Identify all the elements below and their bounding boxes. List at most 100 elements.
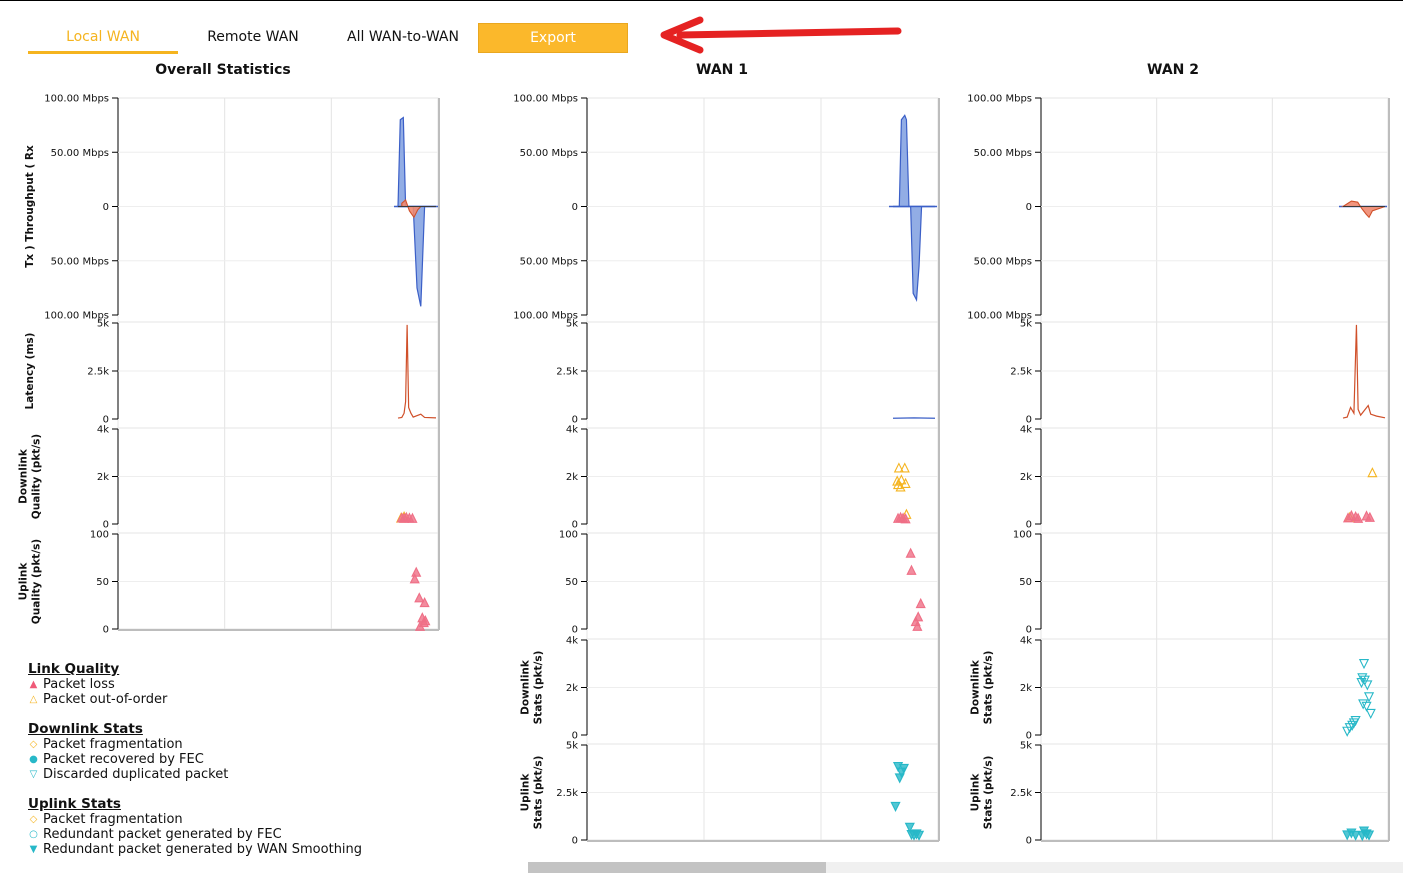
tick-label: 5k bbox=[566, 741, 578, 752]
legend-label: Packet recovered by FEC bbox=[43, 752, 204, 767]
discarded-duplicate-marker bbox=[1358, 699, 1369, 710]
tick-label: 50 bbox=[1019, 577, 1032, 588]
tick-label: 100 bbox=[1013, 530, 1032, 541]
tick-label: 5k bbox=[97, 319, 109, 330]
discarded-duplicate-marker bbox=[1358, 658, 1370, 670]
tick-label: 2k bbox=[1020, 472, 1032, 483]
throughput-wan2-area bbox=[1341, 200, 1386, 219]
horizontal-scrollbar[interactable] bbox=[528, 862, 1403, 873]
legend-label: Packet fragmentation bbox=[43, 812, 183, 827]
packet-loss-marker bbox=[420, 615, 431, 626]
tick-label: 4k bbox=[566, 425, 578, 436]
tick-label: 0 bbox=[103, 202, 109, 213]
legend-label: Discarded duplicated packet bbox=[43, 767, 229, 782]
packet-loss-marker bbox=[407, 512, 418, 523]
legend-group-downlink-stats: Downlink Stats ◇ Packet fragmentation ● Pa… bbox=[28, 721, 362, 783]
out-of-order-marker bbox=[892, 478, 904, 490]
export-button[interactable]: Export bbox=[478, 23, 628, 53]
tab-remote-wan[interactable]: Remote WAN bbox=[207, 29, 299, 45]
discarded-duplicate-marker bbox=[1365, 708, 1376, 720]
packet-loss-marker bbox=[906, 564, 917, 575]
legend-item: ● Packet recovered by FEC bbox=[28, 752, 362, 767]
legend-item: ◇ Packet fragmentation bbox=[28, 737, 362, 752]
tick-label: 2k bbox=[97, 472, 109, 483]
triangle-filled-icon: ▲ bbox=[29, 679, 38, 690]
diamond-outline-icon: ◇ bbox=[29, 814, 38, 825]
tick-label: 0 bbox=[103, 625, 109, 636]
axis-title: Downlink bbox=[520, 659, 532, 715]
legend-group-link-quality: Link Quality ▲ Packet loss △ Packet out-of… bbox=[28, 661, 362, 708]
column-title-wan1: WAN 1 bbox=[696, 62, 748, 78]
top-border bbox=[0, 0, 1403, 1]
legend-title: Uplink Stats bbox=[28, 796, 121, 812]
redundant-smoothing-marker bbox=[913, 830, 925, 841]
tick-label: 100 bbox=[559, 530, 578, 541]
scrollbar-thumb[interactable] bbox=[528, 862, 826, 873]
legend-title: Link Quality bbox=[28, 661, 120, 677]
tick-label: 0 bbox=[572, 202, 578, 213]
legend-label: Redundant packet generated by WAN Smooth… bbox=[43, 842, 363, 857]
legend-item: ▲ Packet loss bbox=[28, 677, 362, 692]
tick-label: 4k bbox=[566, 636, 578, 647]
tick-label: 2k bbox=[566, 683, 578, 694]
axis-title: Quality (pkt/s) bbox=[31, 434, 43, 519]
tick-label: 100.00 Mbps bbox=[967, 311, 1032, 322]
axis-title: Latency (ms) bbox=[24, 333, 36, 410]
tick-label: 100 bbox=[90, 530, 109, 541]
tick-label: 2.5k bbox=[556, 367, 578, 378]
redundant-smoothing-marker bbox=[1357, 831, 1368, 842]
axis-title: Stats (pkt/s) bbox=[533, 756, 545, 830]
plot-area bbox=[586, 97, 939, 841]
axis-title: Downlink bbox=[18, 448, 30, 504]
redundant-smoothing-marker bbox=[1350, 830, 1361, 841]
tick-label: 0 bbox=[572, 836, 578, 847]
legend-label: Packet fragmentation bbox=[43, 737, 183, 752]
redundant-smoothing-marker bbox=[1363, 830, 1375, 841]
discarded-duplicate-marker bbox=[1348, 718, 1360, 729]
tick-label: 0 bbox=[572, 731, 578, 742]
axis-title: Stats (pkt/s) bbox=[983, 756, 995, 830]
tick-label: 4k bbox=[1020, 425, 1032, 436]
tick-label: 50.00 Mbps bbox=[520, 256, 578, 267]
tick-label: 2.5k bbox=[556, 788, 578, 799]
out-of-order-marker bbox=[1367, 467, 1378, 478]
legend-title: Downlink Stats bbox=[28, 721, 143, 737]
triangle-down-outline-icon: ▽ bbox=[29, 769, 38, 780]
discarded-duplicate-marker bbox=[1361, 701, 1372, 712]
axis-title: Stats (pkt/s) bbox=[983, 651, 995, 725]
redundant-smoothing-marker bbox=[890, 801, 901, 813]
tick-label: 50 bbox=[565, 577, 578, 588]
tick-label: 50.00 Mbps bbox=[974, 256, 1032, 267]
red-arrow-annotation bbox=[660, 16, 902, 54]
tick-label: 100.00 Mbps bbox=[967, 94, 1032, 105]
tick-label: 50 bbox=[96, 577, 109, 588]
latency-line bbox=[397, 324, 437, 419]
circle-filled-icon: ● bbox=[29, 754, 38, 765]
packet-loss-marker bbox=[905, 547, 916, 558]
redundant-smoothing-marker bbox=[898, 763, 910, 775]
packet-loss-marker bbox=[414, 592, 425, 603]
plot-area bbox=[1040, 97, 1389, 841]
tick-label: 0 bbox=[1026, 415, 1032, 426]
packet-loss-marker bbox=[900, 513, 911, 524]
tick-label: 0 bbox=[1026, 731, 1032, 742]
triangle-down-filled-icon: ▼ bbox=[29, 844, 38, 855]
tick-label: 0 bbox=[1026, 202, 1032, 213]
tab-all-wan-to-wan[interactable]: All WAN-to-WAN bbox=[347, 29, 459, 45]
packet-loss-marker bbox=[411, 566, 422, 577]
tab-local-wan[interactable]: Local WAN bbox=[28, 22, 178, 54]
tick-label: 2k bbox=[566, 472, 578, 483]
packet-loss-marker bbox=[1364, 511, 1375, 522]
out-of-order-marker bbox=[895, 481, 906, 492]
tick-label: 50.00 Mbps bbox=[51, 256, 109, 267]
plot-area bbox=[117, 97, 439, 630]
tick-label: 2.5k bbox=[87, 367, 109, 378]
tick-label: 2.5k bbox=[1010, 367, 1032, 378]
axis-title: Downlink bbox=[970, 659, 982, 715]
packet-loss-marker bbox=[414, 620, 426, 631]
throughput-tx-area bbox=[893, 205, 935, 302]
legend-label: Packet loss bbox=[43, 677, 115, 692]
tick-label: 5k bbox=[566, 319, 578, 330]
tick-label: 0 bbox=[1026, 836, 1032, 847]
